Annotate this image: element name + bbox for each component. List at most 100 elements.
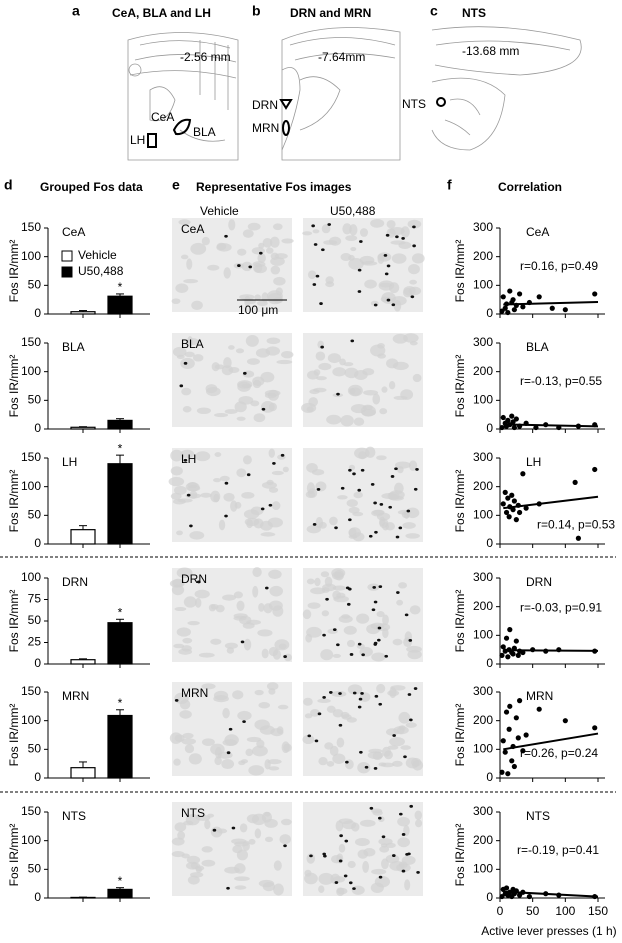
fos-nucleus <box>357 290 362 293</box>
image-texture <box>318 885 325 894</box>
data-point <box>502 489 508 495</box>
data-point <box>505 417 511 423</box>
image-texture <box>243 509 260 519</box>
fos-nucleus <box>391 303 396 307</box>
image-texture <box>246 814 260 824</box>
image-texture <box>181 738 197 745</box>
image-texture <box>223 267 231 279</box>
image-texture <box>398 711 411 724</box>
data-point <box>513 715 519 721</box>
image-texture <box>201 683 216 690</box>
image-texture <box>266 337 281 345</box>
section-title: Correlation <box>498 180 562 194</box>
data-point <box>511 307 517 313</box>
region-label: CeA <box>526 225 549 239</box>
y-axis-label: Fos IR/mm² <box>453 590 467 653</box>
y-tick-label: 50 <box>28 393 42 407</box>
fos-nucleus <box>395 535 400 539</box>
image-texture <box>302 609 312 620</box>
image-texture <box>304 713 313 719</box>
image-texture <box>251 247 265 255</box>
significance-marker: * <box>118 605 123 619</box>
panel-letter: a <box>72 3 80 19</box>
fos-nucleus <box>315 274 320 278</box>
image-texture <box>396 599 404 606</box>
image-texture <box>321 224 331 234</box>
image-texture <box>254 828 262 839</box>
y-tick-label: 100 <box>21 570 41 584</box>
fos-nucleus <box>404 613 409 617</box>
image-region-label: LH <box>181 452 196 466</box>
fos-nucleus <box>228 727 233 731</box>
y-axis-label: Fos IR/mm² <box>7 240 21 303</box>
fos-nucleus <box>374 694 379 698</box>
data-point <box>520 748 526 754</box>
legend-label: U50,488 <box>78 264 124 278</box>
image-texture <box>376 611 385 618</box>
image-texture <box>171 850 185 858</box>
y-tick-label: 200 <box>473 599 493 613</box>
image-texture <box>389 687 397 699</box>
fos-nucleus <box>322 633 326 637</box>
fos-nucleus <box>385 233 390 237</box>
image-texture <box>409 605 421 615</box>
image-texture <box>210 490 221 503</box>
image-texture <box>345 235 358 242</box>
image-region-label: BLA <box>181 337 204 351</box>
y-tick-label: 200 <box>473 479 493 493</box>
region-label: MRN <box>62 689 89 703</box>
image-texture <box>213 695 229 703</box>
fos-nucleus <box>409 804 414 808</box>
fos-nucleus <box>307 734 312 738</box>
fos-nucleus <box>179 384 184 388</box>
image-texture <box>236 600 245 611</box>
fos-nucleus <box>372 585 376 589</box>
image-texture <box>183 820 194 826</box>
image-texture <box>189 531 205 540</box>
image-texture <box>236 416 246 421</box>
y-tick-label: 100 <box>473 278 493 292</box>
image-texture <box>251 745 268 757</box>
image-texture <box>222 594 237 601</box>
image-texture <box>302 231 313 236</box>
image-texture <box>340 414 354 427</box>
fos-nucleus <box>316 488 321 491</box>
image-texture <box>187 338 199 346</box>
image-texture <box>273 860 282 871</box>
fos-nucleus <box>401 236 405 240</box>
image-texture <box>221 365 234 376</box>
image-texture <box>377 343 385 349</box>
image-texture <box>207 264 220 271</box>
y-tick-label: 150 <box>21 220 41 234</box>
y-axis-label: Fos IR/mm² <box>453 824 467 887</box>
data-point <box>536 294 542 300</box>
y-axis-label: Fos IR/mm² <box>453 470 467 533</box>
image-texture <box>182 406 192 413</box>
image-texture <box>177 831 186 840</box>
fos-nucleus <box>352 887 356 891</box>
image-texture <box>349 387 356 395</box>
y-tick-label: 300 <box>473 220 493 234</box>
region-label: CeA <box>62 225 85 239</box>
fos-nucleus <box>183 458 188 462</box>
bar <box>70 767 96 779</box>
data-point <box>562 307 568 313</box>
data-point <box>515 652 521 659</box>
image-texture <box>226 647 235 654</box>
region-label: NTS <box>402 97 426 111</box>
fos-nucleus <box>212 828 217 832</box>
fos-nucleus <box>373 600 378 604</box>
image-texture <box>218 519 226 531</box>
image-texture <box>232 690 244 700</box>
image-texture <box>317 698 331 704</box>
image-texture <box>179 710 192 719</box>
image-texture <box>329 236 342 246</box>
image-texture <box>370 622 385 630</box>
image-texture <box>207 813 215 818</box>
fos-nucleus <box>386 298 391 302</box>
image-texture <box>196 407 211 415</box>
image-texture <box>324 742 334 750</box>
fos-nucleus <box>338 692 342 695</box>
fos-nucleus <box>406 509 411 513</box>
fos-nucleus <box>322 696 326 699</box>
